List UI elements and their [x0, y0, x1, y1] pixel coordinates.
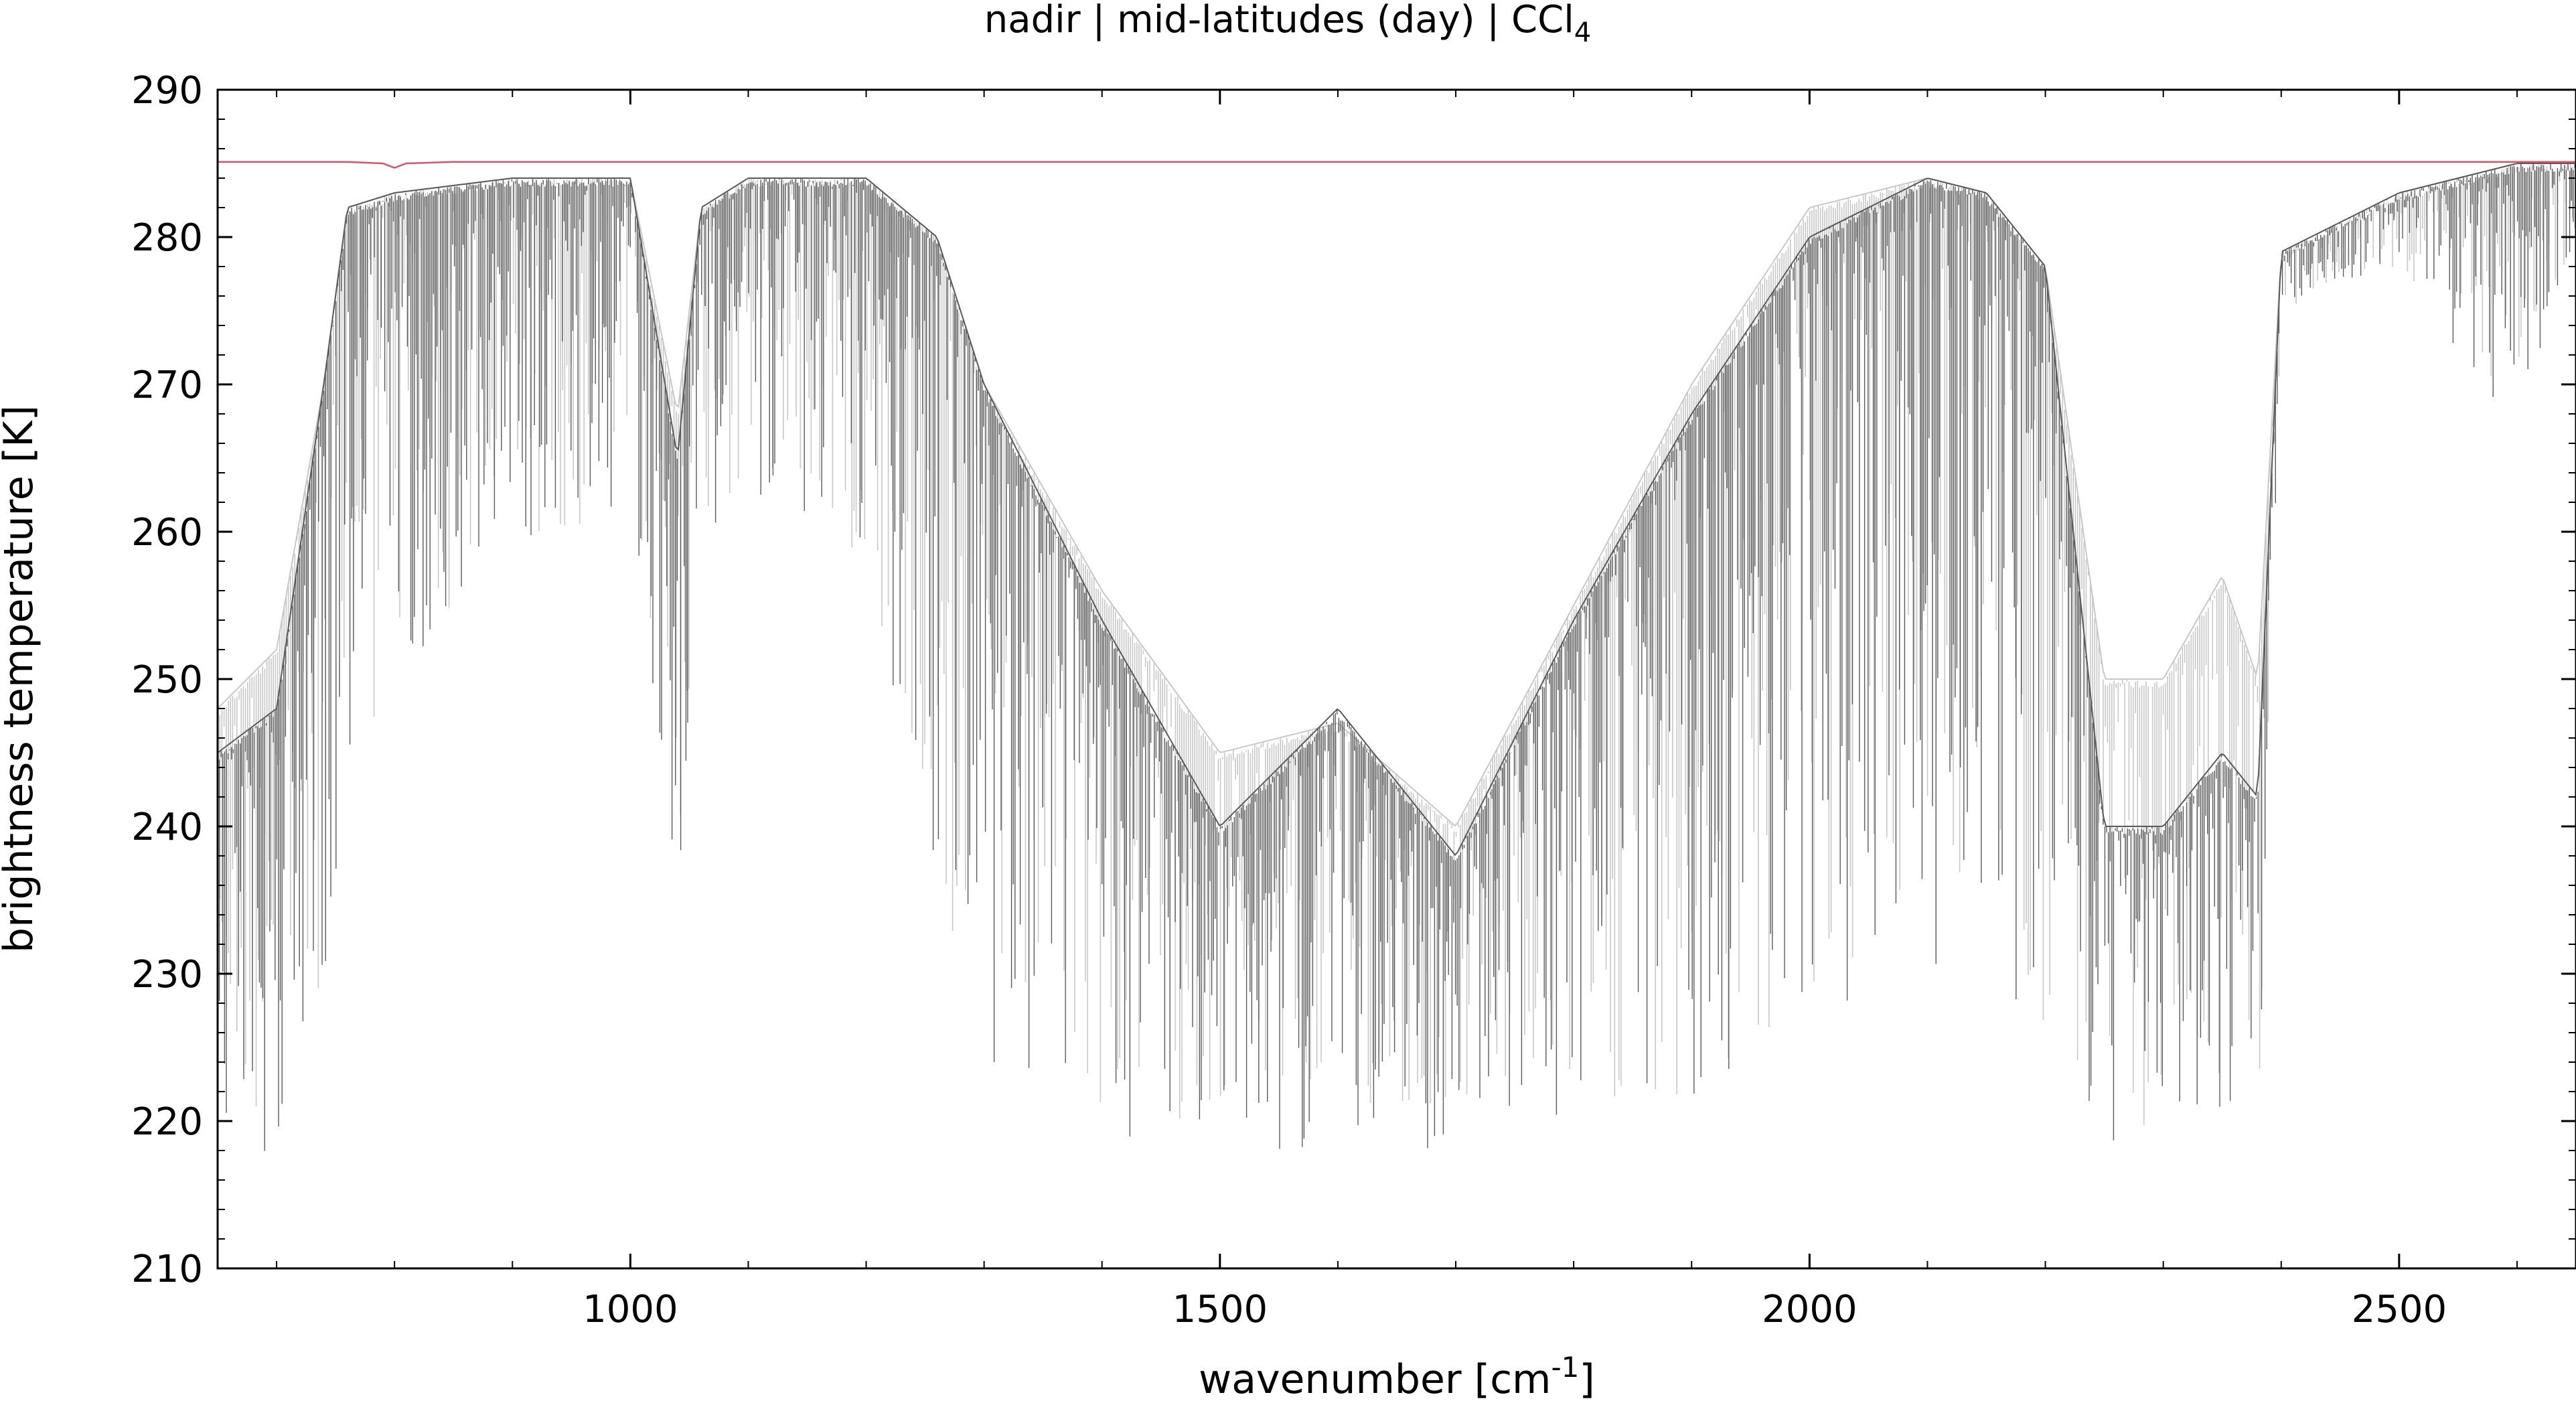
x-axis-label-superscript: -1 [1551, 1351, 1580, 1384]
y-tick-label: 250 [131, 658, 203, 702]
x-axis: 1000 1500 2000 2500 [276, 90, 2518, 1331]
y-axis: 210 220 230 240 250 260 270 280 290 [131, 69, 2576, 1291]
y-tick-label: 220 [131, 1100, 203, 1144]
y-tick-label: 230 [131, 953, 203, 996]
y-tick-label: 280 [131, 216, 203, 260]
x-axis-label-suffix: ] [1579, 1356, 1594, 1403]
y-tick-label: 270 [131, 364, 203, 407]
y-tick-label: 290 [131, 69, 203, 113]
svg-text:nadir | mid-latitudes (day) |: nadir | mid-latitudes (day) | CCl4 [984, 0, 1591, 48]
x-tick-label: 2500 [2352, 1288, 2447, 1331]
y-tick-label: 260 [131, 511, 203, 554]
series-layer [218, 161, 2576, 1151]
y-axis-label: brightness temperature [K] [0, 405, 42, 953]
y-tick-label: 240 [131, 806, 203, 849]
chart-title-text: nadir | mid-latitudes (day) | CCl [984, 0, 1574, 42]
x-axis-label: wavenumber [cm-1] [1199, 1351, 1595, 1403]
x-tick-label: 1500 [1172, 1288, 1268, 1331]
y-tick-label: 210 [131, 1248, 203, 1291]
x-axis-label-text: wavenumber [cm [1199, 1356, 1551, 1403]
series-2 [218, 161, 2576, 169]
reference-line [218, 161, 2576, 169]
spectrum-envelope-1 [218, 163, 2575, 857]
series-1 [218, 163, 2576, 1151]
x-tick-label: 2000 [1762, 1288, 1858, 1331]
x-tick-label: 1000 [583, 1288, 678, 1331]
chart-title-subscript: 4 [1574, 17, 1591, 48]
chart-title: nadir | mid-latitudes (day) | CCl4 [984, 0, 1591, 48]
